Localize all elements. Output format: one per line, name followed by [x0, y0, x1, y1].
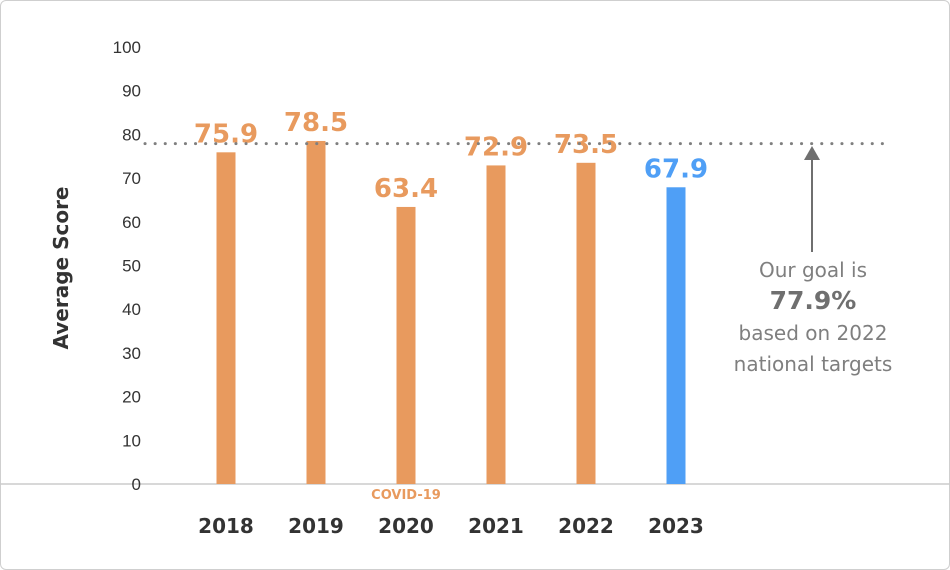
goal-text-line4: national targets [734, 352, 893, 376]
goal-text-line3: based on 2022 [739, 321, 888, 345]
y-tick-label: 10 [122, 431, 141, 450]
goal-value-text: 77.9% [770, 286, 857, 315]
y-tick-label: 60 [122, 213, 141, 232]
data-label-2019: 78.5 [284, 108, 348, 138]
x-tick-label-2022: 2022 [558, 514, 614, 538]
goal-text-line1: Our goal is [759, 258, 867, 282]
y-tick-label: 20 [122, 388, 141, 407]
goal-arrow-head [804, 146, 820, 160]
x-tick-label-2023: 2023 [648, 514, 704, 538]
y-tick-label: 100 [113, 38, 141, 57]
y-tick-label: 30 [122, 344, 141, 363]
x-tick-label-2021: 2021 [468, 514, 524, 538]
bar-2020 [396, 206, 416, 484]
data-label-2022: 73.5 [554, 130, 618, 160]
x-tick-label-2018: 2018 [198, 514, 254, 538]
y-tick-label: 90 [122, 82, 141, 101]
y-tick-label: 70 [122, 169, 141, 188]
bar-2021 [486, 165, 506, 484]
data-label-2023: 67.9 [644, 154, 708, 184]
y-tick-label: 40 [122, 300, 141, 319]
y-tick-label: 50 [122, 257, 141, 276]
data-label-2020: 63.4 [374, 174, 438, 204]
covid-annotation: COVID-19 [371, 488, 441, 503]
bar-2018 [216, 152, 236, 484]
y-tick-label: 80 [122, 125, 141, 144]
data-label-2021: 72.9 [464, 132, 528, 162]
bar-2022 [576, 162, 596, 484]
x-tick-label-2020: 2020 [378, 514, 434, 538]
bar-2023 [666, 187, 686, 485]
x-tick-label-2019: 2019 [288, 514, 344, 538]
y-axis-label: Average Score [49, 187, 73, 350]
y-tick-label: 0 [132, 475, 141, 494]
bar-2019 [306, 140, 326, 484]
